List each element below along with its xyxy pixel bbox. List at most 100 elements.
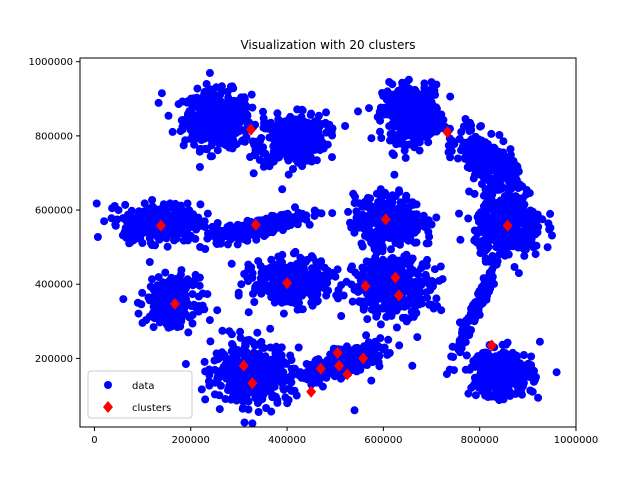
data-point [217, 99, 226, 108]
data-point [402, 317, 411, 326]
data-point [294, 343, 303, 352]
data-point [234, 109, 243, 118]
data-point [246, 153, 255, 161]
data-point [484, 159, 493, 168]
data-point [327, 357, 335, 366]
data-point [310, 145, 319, 154]
data-point [312, 156, 321, 165]
data-point [298, 305, 307, 314]
data-point [395, 262, 404, 271]
data-point [154, 233, 162, 242]
data-point [168, 127, 177, 136]
data-point [186, 123, 195, 132]
data-point [215, 136, 224, 144]
data-point [322, 271, 331, 280]
data-point [148, 210, 157, 219]
data-point [396, 198, 405, 207]
data-point [543, 243, 552, 252]
chart-title: Visualization with 20 clusters [240, 38, 415, 52]
data-point [247, 263, 256, 272]
data-point [363, 315, 372, 324]
data-point [417, 129, 426, 138]
data-point [162, 234, 171, 243]
data-point [234, 291, 243, 300]
data-point [183, 97, 192, 106]
data-point [479, 174, 488, 183]
data-point [425, 94, 434, 103]
data-point [138, 318, 147, 327]
data-point [464, 145, 473, 154]
data-point [354, 223, 362, 232]
data-point [365, 217, 374, 226]
data-point [188, 290, 197, 299]
data-point [284, 214, 293, 223]
data-point [200, 305, 209, 314]
data-point [219, 232, 228, 241]
data-point [274, 115, 283, 124]
data-point [474, 210, 483, 219]
data-point [200, 90, 209, 99]
data-point [459, 141, 468, 149]
data-point [388, 198, 397, 207]
data-point [370, 349, 379, 358]
data-point [289, 165, 297, 173]
data-point [470, 236, 479, 245]
data-point [364, 224, 373, 233]
data-point [523, 228, 532, 237]
data-point [346, 265, 355, 274]
data-point [423, 293, 432, 302]
data-point [328, 153, 336, 162]
data-point [425, 87, 433, 96]
data-point [412, 268, 421, 277]
data-point [412, 200, 421, 209]
data-point [273, 109, 282, 118]
data-point [164, 323, 173, 332]
data-point [548, 231, 556, 240]
data-point [425, 232, 434, 241]
data-point [427, 112, 436, 121]
data-point [224, 225, 233, 234]
data-point [353, 343, 362, 352]
data-point [428, 282, 437, 291]
data-point [406, 220, 415, 229]
data-point [216, 381, 225, 390]
data-point [475, 297, 484, 306]
data-point [499, 208, 508, 217]
data-point [199, 106, 208, 115]
data-point [399, 82, 408, 91]
data-point [239, 403, 248, 412]
data-point [367, 258, 376, 267]
data-point [113, 215, 122, 224]
data-point [484, 186, 493, 195]
data-point [156, 293, 164, 302]
data-point [249, 289, 257, 298]
data-point [404, 75, 413, 84]
data-point [300, 275, 309, 284]
data-point [383, 192, 392, 201]
data-point [395, 341, 404, 350]
data-point [280, 292, 289, 301]
data-point [282, 131, 291, 140]
data-point [170, 236, 179, 245]
data-point [225, 98, 234, 107]
data-point [148, 275, 156, 284]
data-point [133, 298, 142, 307]
data-point [514, 239, 523, 248]
data-point [497, 173, 506, 182]
data-point [248, 273, 257, 282]
data-point [407, 210, 416, 219]
data-point [163, 242, 172, 251]
data-point [455, 209, 463, 218]
data-point [93, 233, 102, 241]
data-point [257, 273, 266, 282]
data-point [131, 228, 140, 237]
data-point [138, 288, 147, 297]
data-point [220, 369, 229, 378]
data-point [479, 274, 488, 283]
data-point [294, 158, 302, 167]
data-point [356, 272, 365, 281]
data-point [295, 261, 303, 270]
data-point [217, 87, 226, 96]
data-point [402, 193, 410, 202]
data-point [431, 90, 440, 99]
